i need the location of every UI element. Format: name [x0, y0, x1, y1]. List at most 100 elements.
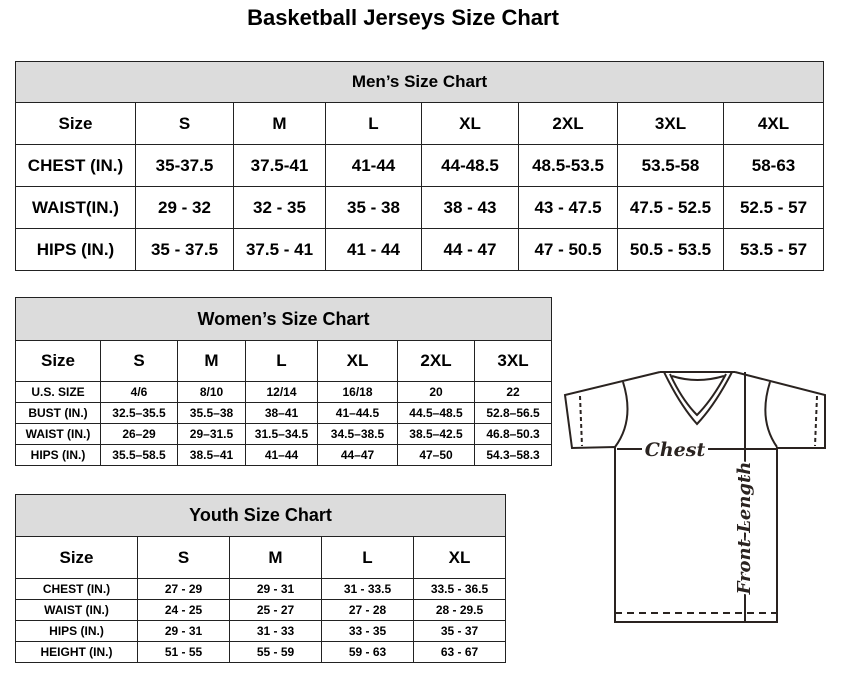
- table-cell: 46.8–50.3: [473, 423, 553, 445]
- row-label: HIPS (IN.): [15, 228, 136, 271]
- column-header: 2XL: [518, 102, 618, 145]
- column-header: M: [233, 102, 326, 145]
- row-label: CHEST (IN.): [15, 578, 138, 600]
- table-cell: 38.5–41: [177, 444, 246, 466]
- column-header: XL: [317, 340, 398, 382]
- table-cell: 27 - 29: [137, 578, 230, 600]
- table-cell: 27 - 28: [321, 599, 414, 621]
- column-header: M: [229, 536, 322, 579]
- table-row: WAIST(IN.) 29 - 32 32 - 35 35 - 38 38 - 43 43…: [15, 186, 825, 229]
- table-cell: 58-63: [722, 144, 825, 187]
- table-row: HEIGHT (IN.) 51 - 55 55 - 59 59 - 63 63 - 67: [15, 641, 507, 663]
- column-header: S: [135, 102, 234, 145]
- table-cell: 29 - 32: [135, 186, 234, 229]
- page-title: Basketball Jerseys Size Chart: [247, 5, 559, 30]
- youth-table-title: Youth Size Chart: [14, 494, 507, 537]
- column-header: L: [321, 536, 414, 579]
- table-cell: 12/14: [245, 381, 318, 403]
- table-cell: 38–41: [245, 402, 318, 424]
- table-row: WAIST (IN.) 24 - 25 25 - 27 27 - 28 28 - 29.…: [15, 599, 507, 621]
- column-header: S: [137, 536, 230, 579]
- table-cell: 47–50: [397, 444, 475, 466]
- column-header: Size: [15, 102, 136, 145]
- column-header: 2XL: [397, 340, 475, 382]
- table-cell: 32 - 35: [233, 186, 326, 229]
- table-cell: 50.5 - 53.5: [617, 228, 724, 271]
- table-cell: 48.5-53.5: [518, 144, 618, 187]
- table-row: HIPS (IN.) 35.5–58.5 38.5–41 41–44 44–47 47–5…: [15, 444, 553, 466]
- row-label: HEIGHT (IN.): [15, 641, 138, 663]
- table-cell: 31 - 33: [229, 620, 322, 642]
- table-cell: 22: [473, 381, 553, 403]
- column-header: XL: [421, 102, 519, 145]
- column-header: Size: [15, 340, 101, 382]
- row-label: WAIST (IN.): [15, 599, 138, 621]
- jersey-measurement-diagram: Chest Front Length: [563, 371, 826, 623]
- column-header: Size: [15, 536, 138, 579]
- table-cell: 51 - 55: [137, 641, 230, 663]
- womens-size-table: Women’s Size Chart Size S M L XL 2XL 3XL U.S. S…: [14, 297, 553, 466]
- table-row: HIPS (IN.) 35 - 37.5 37.5 - 41 41 - 44 44 - …: [15, 228, 825, 271]
- table-cell: 37.5 - 41: [233, 228, 326, 271]
- table-cell: 37.5-41: [233, 144, 326, 187]
- table-cell: 4/6: [100, 381, 178, 403]
- table-cell: 31 - 33.5: [321, 578, 414, 600]
- front-length-label: Front Length: [734, 462, 755, 596]
- table-cell: 29 - 31: [137, 620, 230, 642]
- table-cell: 41–44.5: [317, 402, 398, 424]
- table-cell: 35.5–38: [177, 402, 246, 424]
- table-cell: 44 - 47: [421, 228, 519, 271]
- table-cell: 33.5 - 36.5: [412, 578, 507, 600]
- table-cell: 35 - 38: [325, 186, 422, 229]
- column-header: XL: [412, 536, 507, 579]
- column-header: 4XL: [722, 102, 825, 145]
- table-cell: 35-37.5: [135, 144, 234, 187]
- table-cell: 34.5–38.5: [317, 423, 398, 445]
- table-cell: 33 - 35: [321, 620, 414, 642]
- row-label: WAIST (IN.): [15, 423, 101, 445]
- column-header: 3XL: [473, 340, 553, 382]
- table-cell: 28 - 29.5: [412, 599, 507, 621]
- table-cell: 55 - 59: [229, 641, 322, 663]
- table-cell: 43 - 47.5: [518, 186, 618, 229]
- column-header: L: [325, 102, 422, 145]
- mens-table-title: Men’s Size Chart: [14, 61, 825, 103]
- womens-table-title: Women’s Size Chart: [14, 297, 553, 341]
- table-row: BUST (IN.) 32.5–35.5 35.5–38 38–41 41–44.5 44…: [15, 402, 553, 424]
- table-cell: 52.8–56.5: [473, 402, 553, 424]
- table-cell: 41–44: [245, 444, 318, 466]
- table-cell: 44.5–48.5: [397, 402, 475, 424]
- table-cell: 26–29: [100, 423, 178, 445]
- table-cell: 53.5 - 57: [722, 228, 825, 271]
- table-cell: 47 - 50.5: [518, 228, 618, 271]
- table-cell: 41 - 44: [325, 228, 422, 271]
- table-cell: 38.5–42.5: [397, 423, 475, 445]
- table-cell: 54.3–58.3: [473, 444, 553, 466]
- table-cell: 41-44: [325, 144, 422, 187]
- column-header: M: [177, 340, 246, 382]
- column-header: 3XL: [617, 102, 724, 145]
- table-cell: 32.5–35.5: [100, 402, 178, 424]
- table-cell: 35 - 37: [412, 620, 507, 642]
- row-label: HIPS (IN.): [15, 444, 101, 466]
- table-row: CHEST (IN.) 27 - 29 29 - 31 31 - 33.5 33.5 -…: [15, 578, 507, 600]
- table-cell: 35.5–58.5: [100, 444, 178, 466]
- table-cell: 47.5 - 52.5: [617, 186, 724, 229]
- table-cell: 29 - 31: [229, 578, 322, 600]
- row-label: CHEST (IN.): [15, 144, 136, 187]
- row-label: BUST (IN.): [15, 402, 101, 424]
- jersey-outline: [563, 371, 826, 623]
- table-cell: 35 - 37.5: [135, 228, 234, 271]
- chest-label: Chest: [645, 439, 706, 461]
- row-label: HIPS (IN.): [15, 620, 138, 642]
- table-cell: 29–31.5: [177, 423, 246, 445]
- mens-size-table: Men’s Size Chart Size S M L XL 2XL 3XL 4XL CHEST…: [14, 61, 825, 271]
- column-header: L: [245, 340, 318, 382]
- table-cell: 53.5-58: [617, 144, 724, 187]
- table-cell: 8/10: [177, 381, 246, 403]
- column-header: S: [100, 340, 178, 382]
- table-cell: 59 - 63: [321, 641, 414, 663]
- table-row: U.S. SIZE 4/6 8/10 12/14 16/18 20 22: [15, 381, 553, 403]
- table-cell: 44-48.5: [421, 144, 519, 187]
- table-cell: 25 - 27: [229, 599, 322, 621]
